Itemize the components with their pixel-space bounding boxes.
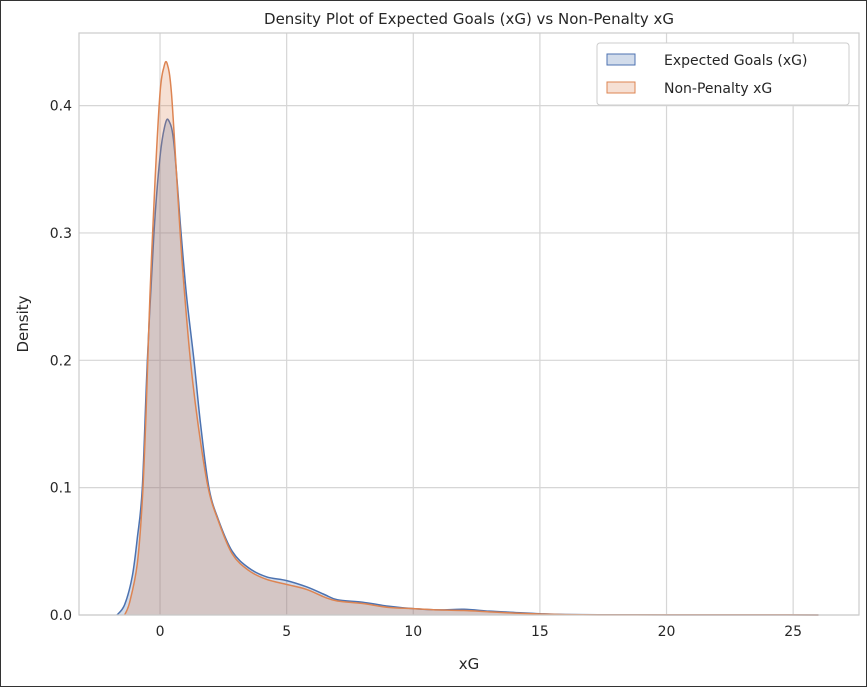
density-area-npxg xyxy=(124,61,819,616)
y-tick-label: 0.1 xyxy=(50,481,72,497)
y-tick-label: 0.3 xyxy=(50,226,72,242)
y-tick-label: 0.0 xyxy=(50,608,72,624)
x-tick-label: 0 xyxy=(156,624,165,640)
y-tick-label: 0.4 xyxy=(50,99,72,115)
plot-area-border xyxy=(78,32,860,616)
y-axis-label: Density xyxy=(14,295,32,352)
legend-label-xg: Expected Goals (xG) xyxy=(664,53,807,69)
legend-swatch-npxg xyxy=(606,81,636,94)
legend-box xyxy=(596,42,850,106)
legend: Expected Goals (xG) Non-Penalty xG xyxy=(596,42,850,106)
x-tick-label: 20 xyxy=(658,624,676,640)
density-line-npxg xyxy=(123,60,819,616)
x-tick-label: 10 xyxy=(404,624,422,640)
x-tick-label: 25 xyxy=(784,624,802,640)
x-axis-label: xG xyxy=(459,655,480,673)
y-tick-label: 0.2 xyxy=(50,353,72,369)
x-tick-label: 15 xyxy=(531,624,549,640)
x-tick-label: 5 xyxy=(282,624,291,640)
legend-swatch-xg xyxy=(606,53,636,66)
chart-title: Density Plot of Expected Goals (xG) vs N… xyxy=(264,10,674,28)
density-area-xg xyxy=(116,119,819,615)
legend-label-npxg: Non-Penalty xG xyxy=(664,81,772,97)
